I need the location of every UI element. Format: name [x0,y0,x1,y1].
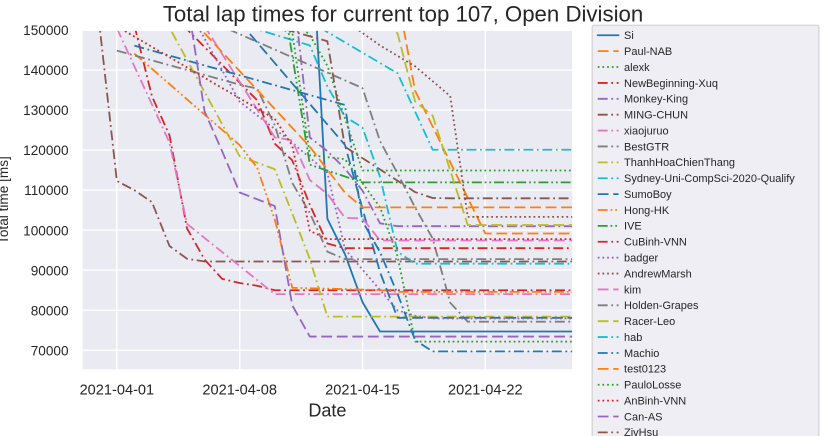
svg-text:Total time [ms]: Total time [ms] [0,156,11,244]
svg-text:150000: 150000 [23,23,69,38]
svg-text:SumoBoy: SumoBoy [624,189,672,201]
svg-text:AndrewMarsh: AndrewMarsh [624,268,692,280]
svg-text:Sydney-Uni-CompSci-2020-Qualif: Sydney-Uni-CompSci-2020-Qualify [624,173,795,185]
svg-text:Total lap times for current to: Total lap times for current top 107, Ope… [163,2,643,27]
svg-text:Machio: Machio [624,348,659,360]
svg-text:test0123: test0123 [624,364,666,376]
svg-text:PauloLosse: PauloLosse [624,380,681,392]
svg-text:80000: 80000 [31,303,69,318]
svg-text:kim: kim [624,284,641,296]
svg-text:140000: 140000 [23,63,69,78]
svg-text:110000: 110000 [24,183,69,198]
svg-text:90000: 90000 [31,263,69,278]
svg-text:Can-AS: Can-AS [624,411,662,423]
svg-text:BestGTR: BestGTR [624,141,669,153]
svg-text:Monkey-King: Monkey-King [624,94,688,106]
svg-text:NewBeginning-Xuq: NewBeginning-Xuq [624,78,718,90]
svg-text:70000: 70000 [31,343,69,358]
svg-text:2021-04-15: 2021-04-15 [325,382,400,398]
svg-text:Date: Date [308,401,346,421]
svg-text:100000: 100000 [23,223,69,238]
svg-text:badger: badger [624,253,659,265]
svg-text:xiaojuruo: xiaojuruo [624,125,669,137]
svg-text:hab: hab [624,332,642,344]
svg-text:Holden-Grapes: Holden-Grapes [624,300,699,312]
svg-text:2021-04-01: 2021-04-01 [80,382,155,398]
svg-text:ThanhHoaChienThang: ThanhHoaChienThang [624,157,735,169]
svg-text:2021-04-22: 2021-04-22 [448,382,523,398]
svg-text:Paul-NAB: Paul-NAB [624,46,672,58]
svg-text:MING-CHUN: MING-CHUN [624,110,688,122]
svg-text:alexk: alexk [624,62,650,74]
svg-text:IVE: IVE [624,221,642,233]
svg-text:ZivHsu: ZivHsu [624,427,658,436]
svg-text:2021-04-08: 2021-04-08 [202,382,277,398]
svg-text:AnBinh-VNN: AnBinh-VNN [624,395,686,407]
svg-text:CuBinh-VNN: CuBinh-VNN [624,237,687,249]
svg-text:130000: 130000 [23,103,69,118]
svg-text:Si: Si [624,30,634,42]
svg-text:120000: 120000 [23,143,69,158]
svg-text:Racer-Leo: Racer-Leo [624,316,675,328]
svg-text:Hong-HK: Hong-HK [624,205,670,217]
